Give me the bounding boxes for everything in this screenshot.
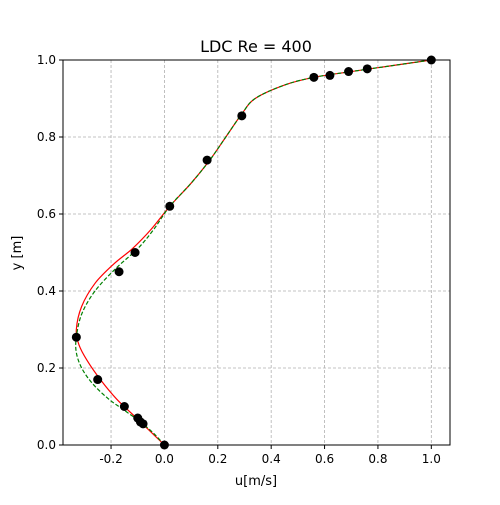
y-tick-label: 0.6 bbox=[37, 207, 56, 221]
data-marker bbox=[344, 67, 354, 77]
y-tick-label: 0.8 bbox=[37, 130, 56, 144]
x-tick-label: 0.6 bbox=[315, 452, 334, 466]
x-tick-label: 0.8 bbox=[368, 452, 387, 466]
data-marker bbox=[93, 375, 103, 385]
data-marker bbox=[130, 248, 140, 257]
y-tick-label: 0.2 bbox=[37, 361, 56, 375]
y-tick-label: 1.0 bbox=[37, 53, 56, 67]
data-marker bbox=[362, 64, 372, 74]
x-axis-label: u[m/s] bbox=[235, 474, 277, 489]
data-marker bbox=[114, 267, 124, 277]
y-tick-label: 0.4 bbox=[37, 284, 56, 298]
ticks: -0.2 0.0 0.2 0.4 0.6 0.8 1.0 0.0 0.2 0.4 0.6 0.8 1.0 bbox=[37, 53, 441, 466]
data-marker bbox=[202, 155, 212, 165]
x-tick-label: 0.4 bbox=[262, 452, 281, 466]
data-marker bbox=[325, 70, 335, 80]
dashed-series-line bbox=[75, 59, 432, 446]
marker-group bbox=[71, 55, 436, 450]
x-tick-label: -0.2 bbox=[99, 452, 122, 466]
data-marker bbox=[165, 201, 175, 211]
data-marker bbox=[133, 413, 143, 423]
x-tick-label: 0.2 bbox=[208, 452, 227, 466]
y-axis-label: y [m] bbox=[10, 236, 25, 271]
x-tick-label: 1.0 bbox=[422, 452, 441, 466]
plot-frame bbox=[62, 59, 451, 446]
y-tick-label: 0.0 bbox=[37, 438, 56, 452]
x-tick-label: 0.0 bbox=[155, 452, 174, 466]
data-marker bbox=[71, 332, 81, 342]
data-marker bbox=[309, 72, 319, 82]
chart-title: LDC Re = 400 bbox=[200, 37, 312, 56]
data-marker bbox=[237, 111, 247, 121]
data-marker bbox=[119, 402, 129, 411]
